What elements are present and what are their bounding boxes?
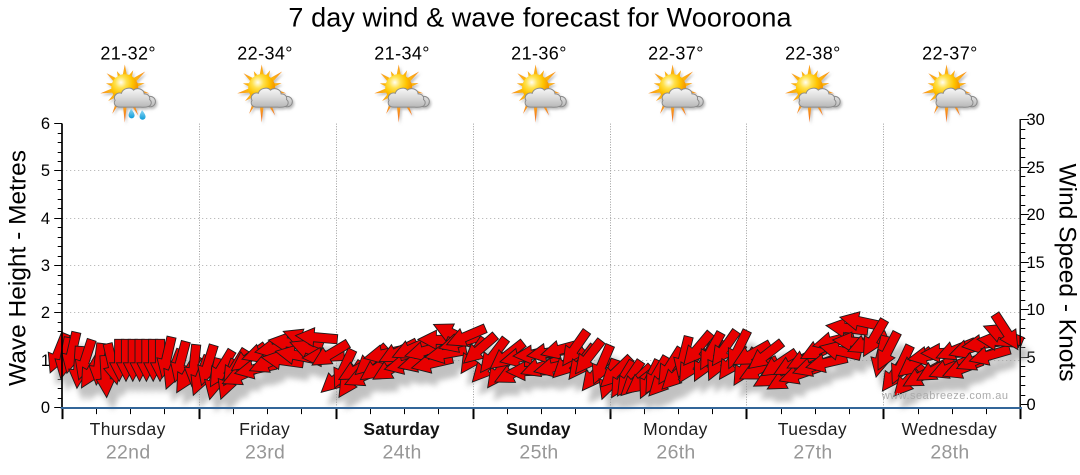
svg-text:26th: 26th — [656, 442, 695, 464]
svg-text:24th: 24th — [383, 442, 422, 464]
svg-text:23rd: 23rd — [245, 442, 285, 464]
svg-text:Wind Speed - Knots: Wind Speed - Knots — [1054, 164, 1080, 382]
svg-text:22nd: 22nd — [106, 442, 151, 464]
svg-text:7 day wind & wave forecast for: 7 day wind & wave forecast for Wooroona — [288, 3, 792, 33]
svg-text:25th: 25th — [519, 442, 558, 464]
svg-text:27th: 27th — [793, 442, 832, 464]
svg-text:22-38°: 22-38° — [785, 44, 841, 64]
svg-text:21-34°: 21-34° — [374, 44, 430, 64]
svg-text:Saturday: Saturday — [363, 419, 440, 439]
svg-text:22-37°: 22-37° — [648, 44, 704, 64]
svg-text:5: 5 — [41, 162, 50, 180]
svg-text:10: 10 — [1027, 301, 1045, 319]
svg-text:20: 20 — [1027, 206, 1045, 224]
svg-text:2: 2 — [41, 304, 50, 322]
svg-text:3: 3 — [41, 257, 50, 275]
svg-text:0: 0 — [1027, 396, 1036, 414]
svg-text:22-37°: 22-37° — [922, 44, 978, 64]
svg-text:1: 1 — [41, 352, 50, 370]
svg-text:Friday: Friday — [239, 419, 290, 439]
svg-text:22-34°: 22-34° — [237, 44, 293, 64]
svg-text:www.seabreeze.com.au: www.seabreeze.com.au — [881, 390, 1009, 402]
svg-text:Tuesday: Tuesday — [778, 419, 847, 439]
svg-text:Sunday: Sunday — [506, 419, 570, 439]
svg-text:Monday: Monday — [643, 419, 708, 439]
svg-text:Thursday: Thursday — [90, 419, 166, 439]
svg-text:4: 4 — [41, 210, 50, 228]
svg-text:21-36°: 21-36° — [511, 44, 567, 64]
svg-text:15: 15 — [1027, 254, 1045, 272]
svg-text:5: 5 — [1027, 349, 1036, 367]
svg-text:21-32°: 21-32° — [100, 44, 156, 64]
svg-text:6: 6 — [41, 115, 50, 133]
svg-text:25: 25 — [1027, 159, 1045, 177]
svg-text:28th: 28th — [930, 442, 969, 464]
svg-text:Wednesday: Wednesday — [902, 419, 998, 439]
svg-text:Wave Height - Metres: Wave Height - Metres — [5, 150, 32, 386]
svg-text:0: 0 — [41, 399, 50, 417]
svg-text:30: 30 — [1027, 111, 1045, 129]
